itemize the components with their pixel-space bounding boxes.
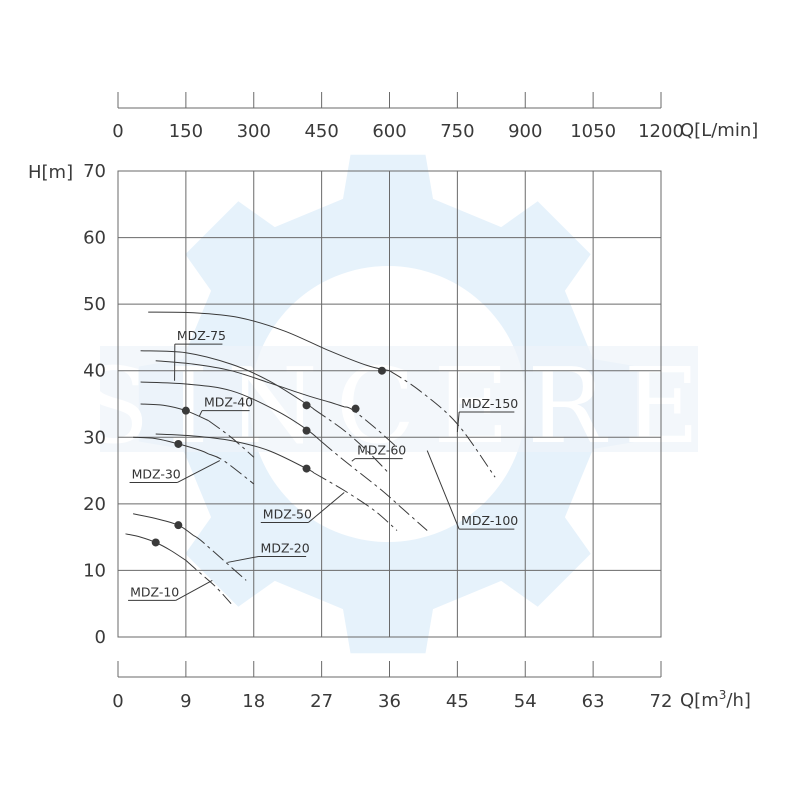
curve-mdz-150-dashed [389, 370, 496, 478]
y-tick-label: 50 [83, 294, 106, 315]
curve-label-mdz-20: MDZ-20 [261, 540, 310, 555]
bep-point-mdz-20 [174, 521, 183, 530]
label-leader [351, 458, 356, 462]
bep-point-mdz-30 [174, 439, 183, 448]
y-axis: 0 10 20 30 40 50 60 70 [83, 161, 106, 648]
watermark-band [100, 346, 698, 452]
bottom-tick-label: 9 [180, 691, 191, 712]
bottom-tick-label: 27 [310, 691, 333, 712]
grid [118, 171, 661, 637]
curve-mdz-10-solid [125, 533, 187, 561]
bottom-tick-label: 54 [514, 691, 537, 712]
y-tick-label: 30 [83, 427, 106, 448]
bep-point-mdz-150 [377, 366, 386, 375]
top-tick-label: 0 [112, 121, 123, 142]
label-leader [456, 411, 460, 433]
curve-mdz-100-dashed [344, 406, 398, 448]
bottom-tick-label: 63 [582, 691, 605, 712]
curve-label-mdz-10: MDZ-10 [130, 584, 179, 599]
label-leader [426, 450, 460, 530]
bottom-tick-label: 45 [446, 691, 469, 712]
curve-mdz-20-solid [132, 513, 194, 536]
label-leader [176, 460, 221, 484]
curve-label-mdz-60: MDZ-60 [357, 443, 406, 458]
bottom-tick-label: 72 [650, 691, 673, 712]
curve-label-mdz-150: MDZ-150 [461, 396, 518, 411]
y-tick-label: 20 [83, 494, 106, 515]
y-tick-label: 40 [83, 361, 106, 382]
curve-labels: MDZ-75 MDZ-40 MDZ-30 MDZ-60 MDZ-150 MDZ-50 MDZ… [128, 328, 518, 601]
top-tick-label: 600 [372, 121, 406, 142]
curve-mdz-10-dashed [185, 560, 232, 605]
bottom-tick-label: 36 [378, 691, 401, 712]
curve-label-mdz-75: MDZ-75 [177, 328, 226, 343]
top-tick-label: 150 [169, 121, 203, 142]
curve-mdz-20-dashed [193, 534, 247, 581]
curve-label-mdz-50: MDZ-50 [263, 507, 312, 522]
bep-point-mdz-50 [302, 464, 311, 473]
bep-point-mdz-100 [351, 404, 360, 413]
top-tick-label: 900 [508, 121, 542, 142]
bep-point-mdz-10 [151, 538, 160, 547]
curve-mdz-100-solid [155, 360, 345, 408]
curve-mdz-75-dashed [313, 408, 390, 475]
curve-mdz-150-solid [148, 311, 390, 372]
label-leader [227, 555, 259, 563]
label-leader [308, 492, 345, 523]
label-leader [175, 579, 213, 601]
bottom-tick-label: 0 [112, 691, 123, 712]
bottom-axis: 0 9 18 27 36 45 54 63 72 [112, 661, 672, 712]
plot-frame [117, 170, 662, 638]
curve-mdz-30-dashed [208, 453, 255, 485]
top-tick-label: 1200 [638, 121, 684, 142]
bottom-tick-label: 18 [242, 691, 265, 712]
curves [125, 311, 496, 605]
top-tick-label: 750 [440, 121, 474, 142]
curve-label-mdz-40: MDZ-40 [204, 395, 253, 410]
bottom-axis-title: Q[m3/h] [680, 688, 751, 711]
y-axis-title: H[m] [28, 162, 73, 183]
curve-mdz-40-solid [140, 403, 209, 422]
curve-mdz-60-dashed [321, 441, 428, 531]
y-tick-label: 70 [83, 161, 106, 182]
top-axis: 0 150 300 450 600 750 900 1050 1200 [112, 92, 684, 142]
curve-mdz-50-dashed [313, 472, 398, 531]
y-tick-label: 60 [83, 228, 106, 249]
label-leader [198, 410, 203, 417]
top-tick-label: 300 [237, 121, 271, 142]
curve-mdz-40-dashed [208, 420, 255, 458]
top-tick-label: 450 [304, 121, 338, 142]
bep-point-mdz-60 [302, 426, 311, 435]
y-tick-label: 0 [95, 627, 106, 648]
curve-label-mdz-30: MDZ-30 [132, 467, 181, 482]
curve-label-mdz-100: MDZ-100 [461, 513, 518, 528]
y-tick-label: 10 [83, 560, 106, 581]
top-axis-title: Q[L/min] [680, 120, 758, 141]
top-tick-label: 1050 [570, 121, 616, 142]
bep-point-mdz-75 [302, 401, 311, 410]
bep-point-mdz-40 [181, 406, 190, 415]
